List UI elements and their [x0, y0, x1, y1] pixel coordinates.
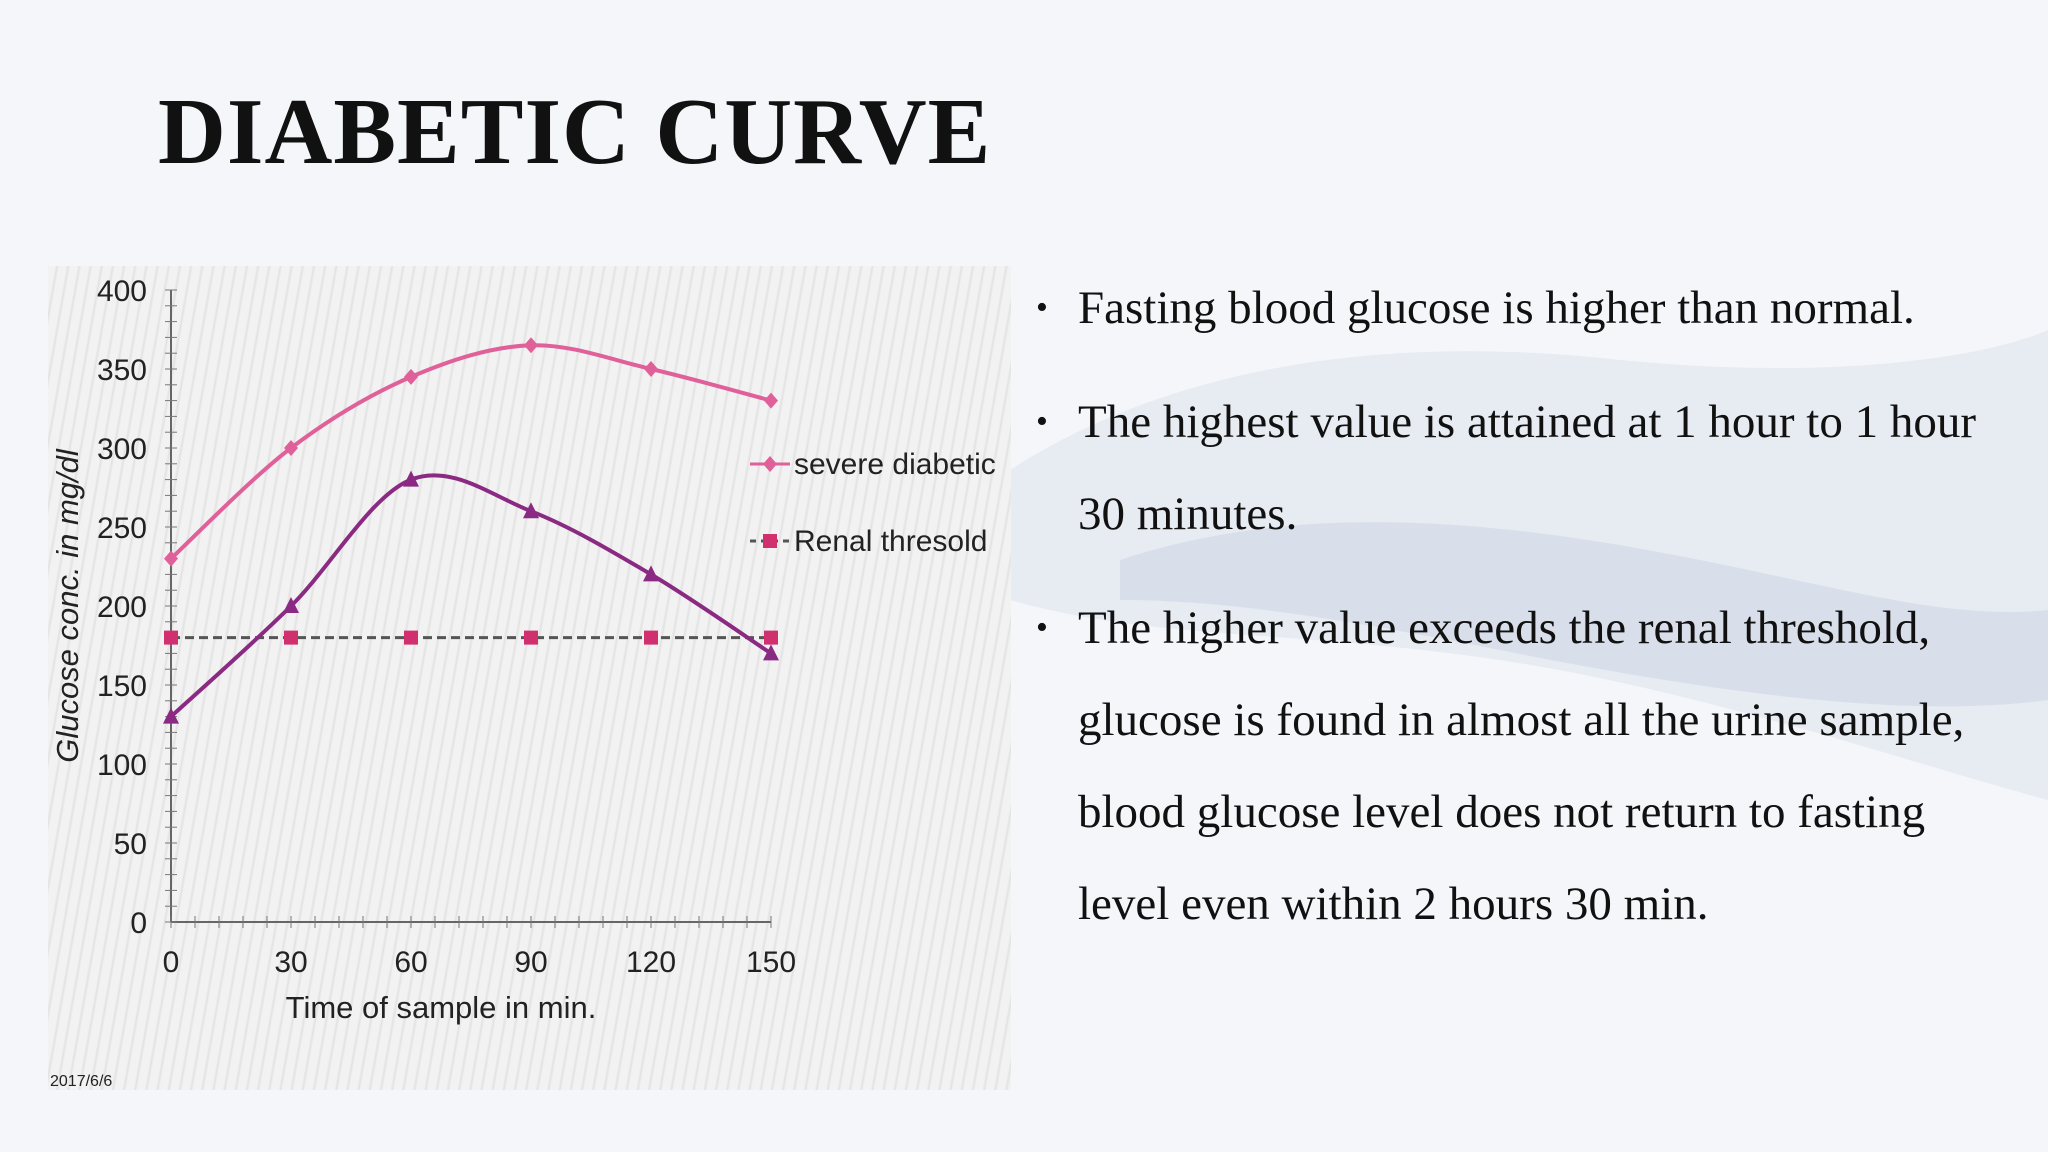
x-tick-label: 0 [163, 946, 180, 979]
renal-thresold-point [164, 630, 178, 645]
severe-diabetic-point [404, 368, 418, 385]
renal-thresold-point [284, 630, 298, 645]
y-tick-label: 150 [97, 670, 147, 703]
series-3-point [763, 644, 779, 661]
y-axis-title: Glucose conc. in mg/dl [50, 448, 85, 763]
chart-panel: 0 50 100 150 200 250 300 350 400 0 30 60 90 120 150 Tim… [48, 266, 1011, 1090]
renal-thresold-point [524, 630, 538, 645]
renal-thresold-point [644, 630, 658, 645]
bullet-dot-icon: • [1036, 289, 1048, 326]
y-tick-label: 100 [97, 749, 147, 782]
chart-date-note: 2017/6/6 [50, 1073, 112, 1090]
legend-marker-renal-thresold [763, 534, 777, 548]
bullet-item-peak: • The highest value is attained at 1 hou… [1036, 376, 2026, 560]
y-tick-label: 350 [97, 354, 147, 387]
bullet-text-renal: The higher value exceeds the renal thres… [1078, 602, 1965, 930]
y-tick-label: 200 [97, 591, 147, 624]
series-3-line [169, 473, 773, 719]
renal-thresold-point [404, 630, 418, 645]
legend-marker-severe-diabetic [763, 456, 777, 472]
y-tick-label: 50 [114, 828, 147, 861]
severe-diabetic-point [764, 392, 778, 409]
bullet-dot-icon: • [1036, 403, 1048, 440]
x-axis-title: Time of sample in min. [286, 990, 597, 1025]
bullet-item-renal: • The higher value exceeds the renal thr… [1036, 582, 2026, 950]
severe-diabetic-point [524, 337, 538, 354]
x-tick-label: 30 [274, 946, 307, 979]
severe-diabetic-line [169, 343, 772, 561]
bullet-text-fasting: Fasting blood glucose is higher than nor… [1078, 282, 1915, 334]
renal-thresold-point [764, 630, 778, 645]
y-tick-label: 250 [97, 512, 147, 545]
severe-diabetic-point [644, 361, 658, 377]
bullet-list: • Fasting blood glucose is higher than n… [1036, 262, 2026, 972]
series-3-point [523, 502, 539, 519]
y-tick-label: 300 [97, 433, 147, 466]
x-tick-label: 90 [514, 946, 547, 979]
y-tick-label: 0 [130, 907, 147, 940]
x-tick-label: 60 [394, 946, 427, 979]
bullet-dot-icon: • [1036, 609, 1048, 646]
legend-label-severe-diabetic: severe diabetic [794, 448, 996, 481]
severe-diabetic-point [284, 440, 298, 456]
series-3-point [403, 470, 419, 487]
x-tick-label: 120 [626, 946, 676, 979]
legend-label-renal-thresold: Renal thresold [794, 525, 987, 558]
slide-title: DIABETIC CURVE [158, 80, 992, 184]
series-3-point [283, 597, 299, 613]
x-tick-label: 150 [746, 946, 796, 979]
series-3-point [163, 707, 179, 724]
bullet-text-peak: The highest value is attained at 1 hour … [1078, 396, 1977, 540]
bullet-item-fasting: • Fasting blood glucose is higher than n… [1036, 262, 2026, 354]
severe-diabetic-point [164, 550, 178, 567]
y-tick-label: 400 [97, 275, 147, 308]
diabetic-curve-chart: 0 50 100 150 200 250 300 350 400 0 30 60 90 120 150 Tim… [50, 275, 996, 1090]
series-3-point [643, 565, 659, 582]
